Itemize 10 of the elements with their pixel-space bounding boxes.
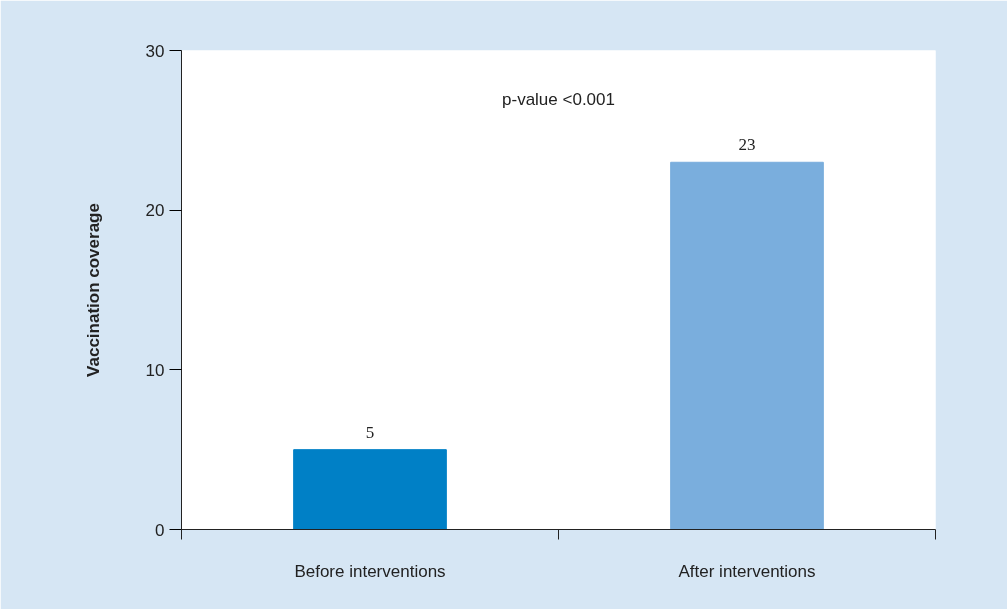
y-tick-label: 20 [145,201,165,221]
data-label: 23 [738,135,756,155]
data-label: 5 [365,422,375,442]
annotation: p-value <0.001 [502,89,615,109]
x-tick-label: After interventions [678,561,816,581]
y-tick-label: 0 [155,520,165,540]
y-tick-label: 10 [145,360,165,380]
y-axis-title: Vaccination coverage [83,203,103,377]
y-tick-label: 30 [145,41,165,61]
x-tick-label: Before interventions [294,561,446,581]
